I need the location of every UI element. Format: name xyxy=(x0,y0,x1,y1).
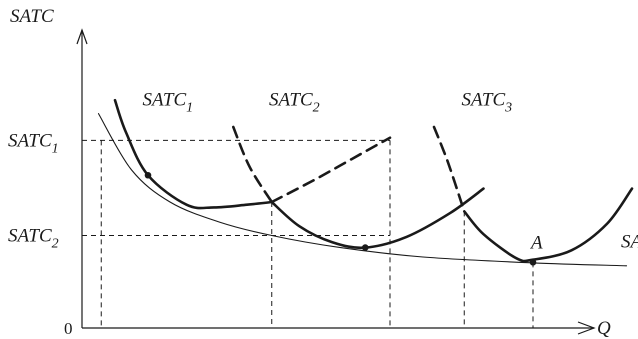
y-tick-labels: SATC1 SATC2 xyxy=(8,130,59,251)
curve-5-dashed-thick xyxy=(432,125,466,213)
curve-label-2: SATC2 xyxy=(269,90,320,116)
curve-2-dashed-thick xyxy=(270,136,392,204)
guide-lines xyxy=(82,139,534,328)
curve-4-solid-thick xyxy=(270,187,485,250)
point-3 xyxy=(529,259,537,266)
point-2 xyxy=(361,244,369,251)
y-axis-label: SATC xyxy=(10,6,54,27)
markers: A xyxy=(144,171,543,266)
x-axis-arrow xyxy=(577,321,596,335)
curve-6-solid-thick xyxy=(463,187,634,263)
curves xyxy=(97,98,634,267)
y-tick-label-2: SATC2 xyxy=(8,226,59,252)
curve-label-1: SATC1 xyxy=(143,90,194,116)
curve-labels: SATC1 SATC2 SATC3 SATC xyxy=(143,90,638,253)
x-axis-label: Q xyxy=(597,318,611,339)
curve-3-dashed-thick xyxy=(232,125,274,204)
origin-label: 0 xyxy=(64,319,73,338)
curve-7-solid-thin xyxy=(97,113,628,267)
curve-1-solid-thick xyxy=(113,98,274,210)
y-axis-arrow xyxy=(76,28,88,45)
y-tick-label-1: SATC1 xyxy=(8,130,59,156)
curve-label-4: SATC xyxy=(621,232,638,253)
axes xyxy=(76,28,596,335)
point-label-3: A xyxy=(529,232,543,253)
point-1 xyxy=(144,171,152,179)
curve-label-3: SATC3 xyxy=(462,90,513,116)
